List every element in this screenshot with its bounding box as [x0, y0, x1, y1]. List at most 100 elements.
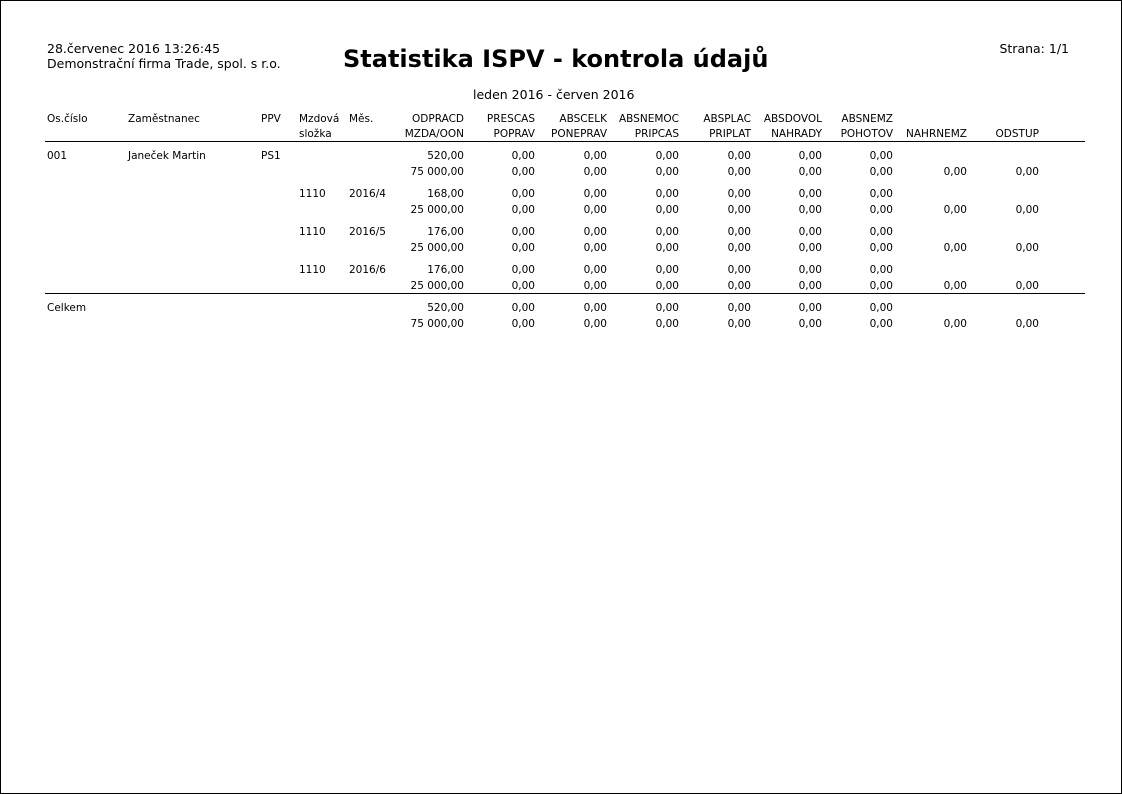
- total-value: 0,00: [798, 318, 822, 330]
- cell-value: 0,00: [798, 280, 822, 292]
- cell-value: 0,00: [727, 264, 751, 276]
- cell-ppv: PS1: [261, 150, 281, 162]
- cell-employee: Janeček Martin: [128, 150, 206, 162]
- cell-value: 0,00: [798, 264, 822, 276]
- cell-value: 0,00: [869, 166, 893, 178]
- cell-value: 0,00: [869, 150, 893, 162]
- col-header: NAHRNEMZ: [906, 128, 967, 140]
- col-header-slozka: Mzdová: [299, 113, 340, 125]
- col-header-name: Zaměstnanec: [128, 113, 200, 125]
- total-value: 0,00: [655, 318, 679, 330]
- cell-value: 0,00: [943, 204, 967, 216]
- report-period: leden 2016 - červen 2016: [473, 87, 635, 102]
- cell-value: 0,00: [511, 166, 535, 178]
- company-name: Demonstrační firma Trade, spol. s r.o.: [47, 56, 281, 71]
- col-header: NAHRADY: [771, 128, 822, 140]
- cell-value: 75 000,00: [410, 166, 464, 178]
- total-value: 0,00: [583, 302, 607, 314]
- col-header: ABSPLAC: [703, 113, 751, 125]
- cell-slozka: 1110: [299, 226, 326, 238]
- cell-value: 520,00: [427, 150, 464, 162]
- total-value: 0,00: [869, 302, 893, 314]
- page-number: Strana: 1/1: [999, 41, 1069, 56]
- cell-value: 0,00: [583, 188, 607, 200]
- cell-value: 25 000,00: [410, 204, 464, 216]
- cell-value: 0,00: [511, 204, 535, 216]
- total-value: 0,00: [511, 318, 535, 330]
- total-value: 0,00: [943, 318, 967, 330]
- cell-value: 0,00: [869, 242, 893, 254]
- cell-value: 0,00: [655, 204, 679, 216]
- cell-value: 176,00: [427, 226, 464, 238]
- col-header-os: Os.číslo: [47, 113, 88, 125]
- cell-value: 0,00: [583, 204, 607, 216]
- cell-value: 0,00: [727, 226, 751, 238]
- col-header: MZDA/OON: [404, 128, 464, 140]
- cell-value: 0,00: [511, 188, 535, 200]
- col-header: POPRAV: [493, 128, 536, 140]
- cell-value: 0,00: [869, 204, 893, 216]
- cell-value: 0,00: [655, 166, 679, 178]
- cell-month: 2016/5: [349, 226, 386, 238]
- cell-value: 0,00: [798, 242, 822, 254]
- cell-value: 0,00: [511, 226, 535, 238]
- divider: [45, 293, 1085, 294]
- cell-value: 0,00: [869, 264, 893, 276]
- total-value: 0,00: [583, 318, 607, 330]
- cell-value: 0,00: [1015, 166, 1039, 178]
- cell-value: 0,00: [798, 150, 822, 162]
- total-value: 0,00: [727, 318, 751, 330]
- total-value: 75 000,00: [410, 318, 464, 330]
- cell-value: 0,00: [943, 242, 967, 254]
- col-header: ABSCELK: [559, 113, 607, 125]
- total-value: 0,00: [655, 302, 679, 314]
- total-label: Celkem: [47, 302, 87, 314]
- col-header: PRESCAS: [486, 113, 535, 125]
- cell-value: 0,00: [583, 166, 607, 178]
- col-header: ABSDOVOL: [763, 113, 822, 125]
- col-header: ODPRACD: [412, 113, 464, 125]
- total-value: 0,00: [798, 302, 822, 314]
- cell-value: 0,00: [655, 150, 679, 162]
- cell-value: 0,00: [1015, 242, 1039, 254]
- cell-value: 0,00: [655, 188, 679, 200]
- cell-value: 0,00: [511, 242, 535, 254]
- cell-slozka: 1110: [299, 188, 326, 200]
- cell-value: 0,00: [798, 204, 822, 216]
- cell-value: 0,00: [655, 242, 679, 254]
- cell-value: 0,00: [655, 264, 679, 276]
- cell-value: 0,00: [869, 226, 893, 238]
- divider: [45, 141, 1085, 142]
- total-value: 0,00: [727, 302, 751, 314]
- cell-value: 0,00: [727, 280, 751, 292]
- cell-os: 001: [47, 150, 68, 162]
- cell-month: 2016/6: [349, 264, 386, 276]
- cell-value: 0,00: [727, 204, 751, 216]
- report-title: Statistika ISPV - kontrola údajů: [343, 45, 769, 73]
- cell-value: 0,00: [798, 166, 822, 178]
- cell-value: 0,00: [1015, 280, 1039, 292]
- cell-value: 0,00: [727, 242, 751, 254]
- total-value: 0,00: [511, 302, 535, 314]
- cell-value: 0,00: [583, 226, 607, 238]
- cell-value: 0,00: [511, 264, 535, 276]
- col-header: ABSNEMZ: [841, 113, 893, 125]
- total-value: 0,00: [869, 318, 893, 330]
- cell-value: 0,00: [583, 280, 607, 292]
- col-header: ODSTUP: [995, 128, 1039, 140]
- cell-value: 0,00: [943, 280, 967, 292]
- col-header: ABSNEMOC: [618, 113, 679, 125]
- report-datetime: 28.červenec 2016 13:26:45: [47, 41, 221, 56]
- cell-value: 25 000,00: [410, 242, 464, 254]
- col-header: POHOTOV: [840, 128, 893, 140]
- cell-value: 176,00: [427, 264, 464, 276]
- cell-value: 0,00: [943, 166, 967, 178]
- cell-value: 0,00: [583, 264, 607, 276]
- total-value: 0,00: [1015, 318, 1039, 330]
- cell-value: 0,00: [655, 280, 679, 292]
- cell-value: 0,00: [798, 226, 822, 238]
- cell-value: 0,00: [655, 226, 679, 238]
- cell-value: 0,00: [511, 280, 535, 292]
- cell-value: 0,00: [798, 188, 822, 200]
